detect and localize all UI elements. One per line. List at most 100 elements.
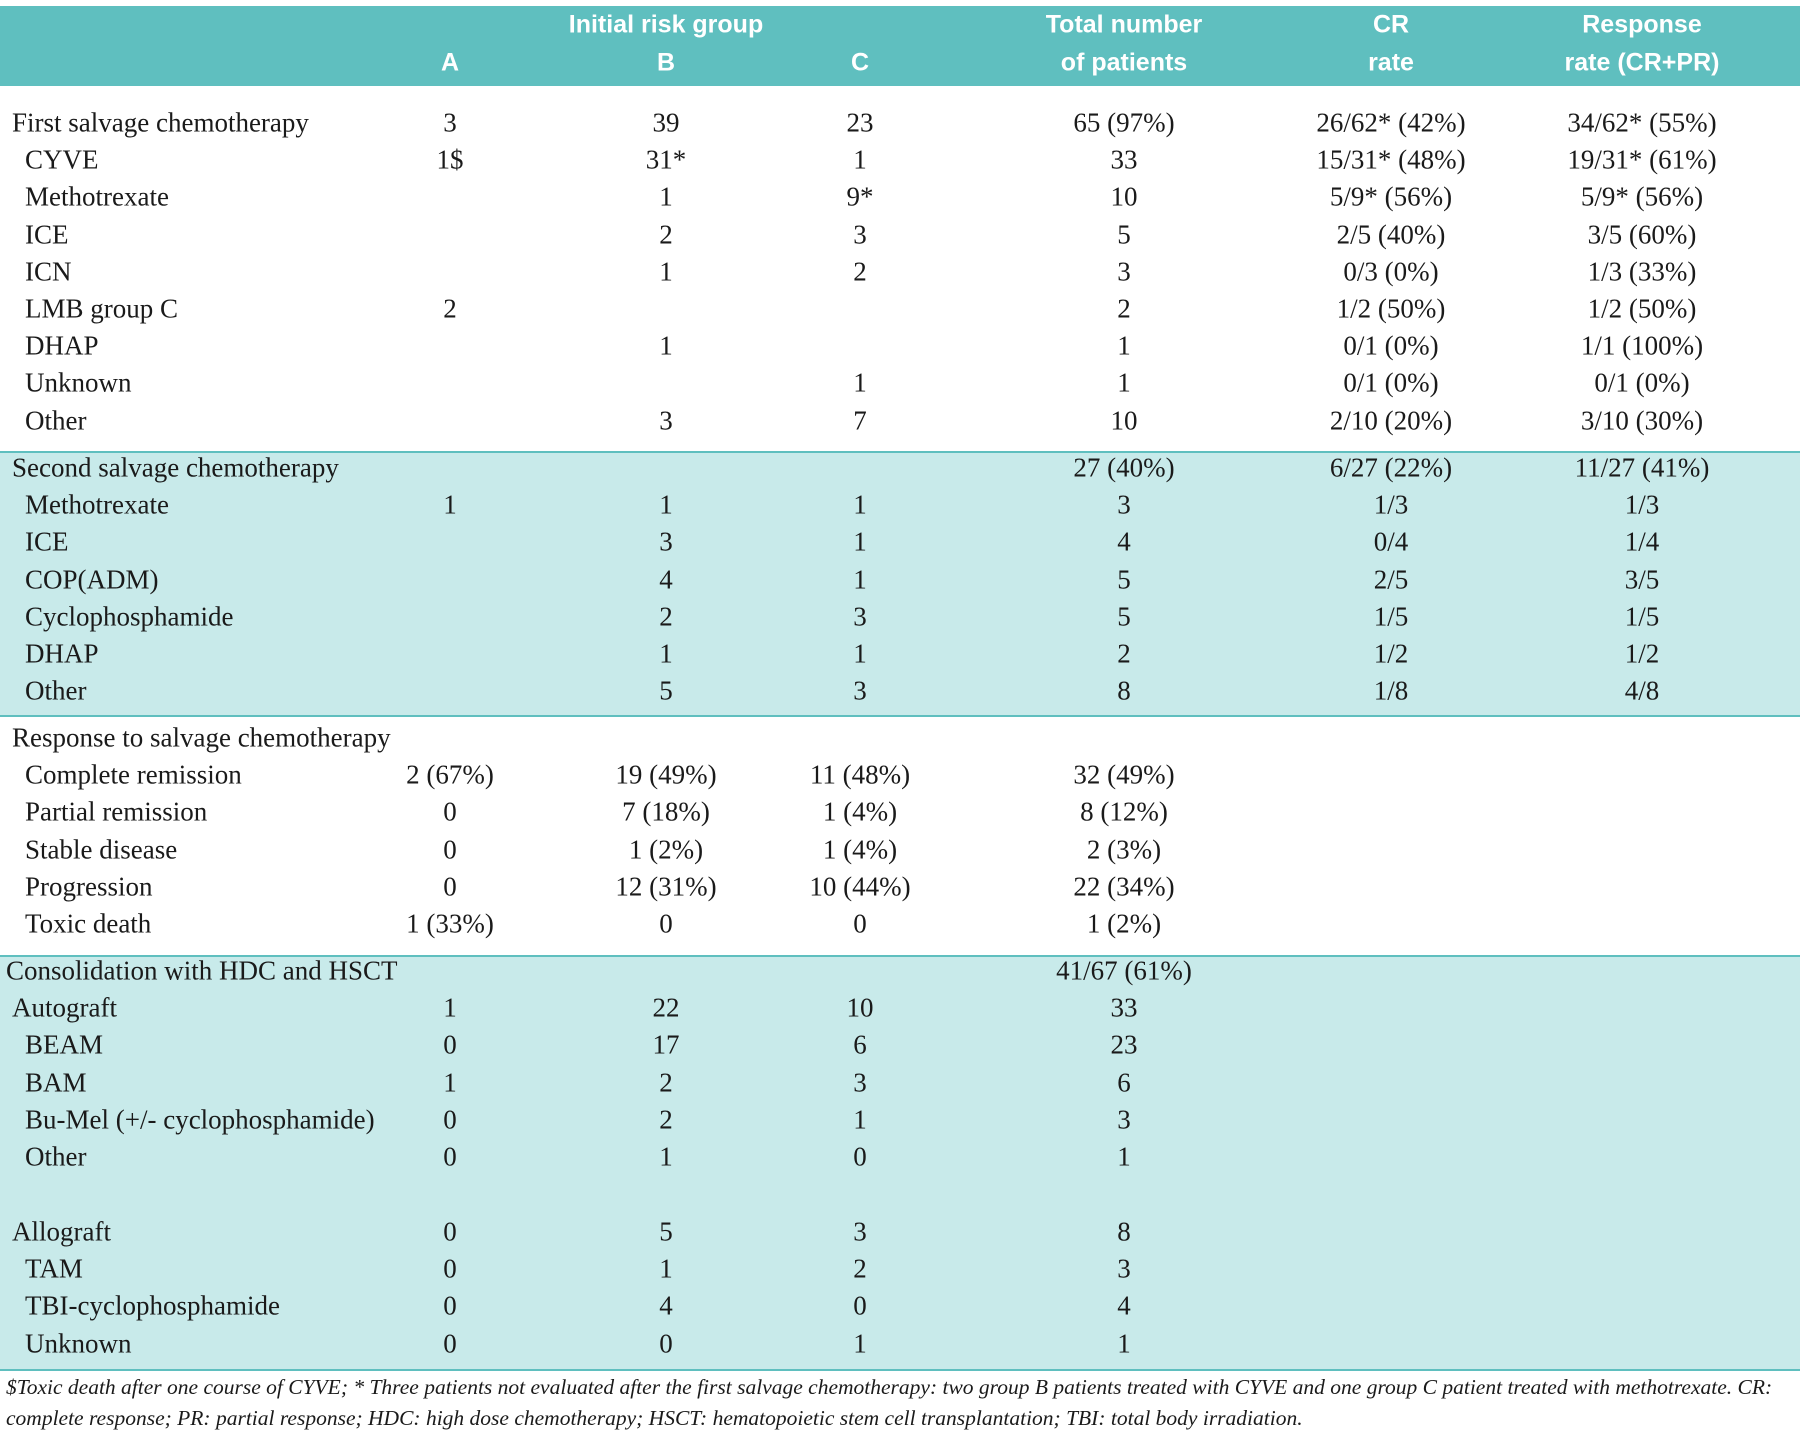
table-cell: 3 xyxy=(1117,256,1131,287)
table-cell: 6 xyxy=(853,1029,867,1060)
row-label: DHAP xyxy=(25,638,99,669)
table-cell: 15/31* (48%) xyxy=(1316,144,1466,175)
table-cell: 0 xyxy=(443,1104,457,1135)
row-label: ICN xyxy=(25,256,72,287)
table-cell: 1/2 xyxy=(1373,638,1409,669)
section-heading: Consolidation with HDC and HSCT xyxy=(6,955,398,986)
header-cell: rate (CR+PR) xyxy=(1564,48,1720,77)
header-group-label: Initial risk group xyxy=(568,10,764,39)
table-cell: 10 xyxy=(1110,181,1138,212)
table-cell: 2/5 (40%) xyxy=(1336,219,1446,250)
row-label: Partial remission xyxy=(25,796,208,827)
table-cell: 1 xyxy=(853,526,867,557)
table-cell: 1 (33%) xyxy=(406,908,494,939)
table-cell: 8 xyxy=(1117,1216,1131,1247)
table-cell: 0/3 (0%) xyxy=(1343,256,1439,287)
section-heading: Response to salvage chemotherapy xyxy=(12,722,391,753)
table-cell: 1 xyxy=(1117,367,1131,398)
table-cell: 0 xyxy=(853,1290,867,1321)
table-cell: 1 xyxy=(659,1141,673,1172)
table-cell: 12 (31%) xyxy=(615,871,717,902)
section-heading: Second salvage chemotherapy xyxy=(12,452,339,483)
table-cell: 2 xyxy=(1117,293,1131,324)
table-cell: 26/62* (42%) xyxy=(1316,107,1466,138)
table-cell: 0 xyxy=(443,1328,457,1359)
row-label: Progression xyxy=(25,871,153,902)
table-cell: 3 xyxy=(853,219,867,250)
table-cell: 7 xyxy=(853,405,867,436)
table-cell: 22 (34%) xyxy=(1073,871,1175,902)
table-cell: 4 xyxy=(659,1290,673,1321)
table-cell: 1/3 xyxy=(1373,489,1409,520)
table-cell: 9* xyxy=(846,181,874,212)
table-cell: 11/27 (41%) xyxy=(1574,452,1710,483)
table-cell: 2/5 xyxy=(1373,564,1409,595)
row-label: DHAP xyxy=(25,330,99,361)
table-cell: 33 xyxy=(1110,144,1138,175)
table-cell: 5 xyxy=(659,675,673,706)
table-cell: 1 xyxy=(659,489,673,520)
row-label: Methotrexate xyxy=(25,489,169,520)
row-label: BEAM xyxy=(25,1029,104,1060)
table-cell: 2 xyxy=(659,219,673,250)
table-cell: 27 (40%) xyxy=(1073,452,1175,483)
table-cell: 0 xyxy=(443,1253,457,1284)
header-cell: A xyxy=(440,48,460,77)
footnote: $Toxic death after one course of CYVE; *… xyxy=(6,1375,1773,1430)
table-cell: 5/9* (56%) xyxy=(1580,181,1704,212)
table-cell: 1 xyxy=(853,1328,867,1359)
table-cell: 1 xyxy=(853,638,867,669)
table-cell: 0 xyxy=(853,908,867,939)
table-cell: 17 xyxy=(652,1029,680,1060)
table-cell: 0 xyxy=(443,871,457,902)
table-cell: 10 (44%) xyxy=(809,871,911,902)
table-cell: 31* xyxy=(645,144,687,175)
row-label: Other xyxy=(25,405,87,436)
table-cell: 2 xyxy=(659,601,673,632)
header-cell: of patients xyxy=(1060,48,1188,77)
table-cell: 3/10 (30%) xyxy=(1580,405,1704,436)
row-label: Stable disease xyxy=(25,834,178,865)
table-cell: 11 (48%) xyxy=(809,759,911,790)
table-cell: 0 xyxy=(443,1290,457,1321)
row-label: Other xyxy=(25,1141,87,1172)
table-cell: 1 xyxy=(853,367,867,398)
row-label: Allograft xyxy=(12,1216,111,1247)
table-cell: 0/1 (0%) xyxy=(1594,367,1690,398)
table-cell: 0 xyxy=(443,1029,457,1060)
table-cell: 1 xyxy=(443,992,457,1023)
table-cell: 1 (4%) xyxy=(822,834,898,865)
table-cell: 23 xyxy=(846,107,874,138)
table-cell: 5/9* (56%) xyxy=(1329,181,1453,212)
table-cell: 4 xyxy=(1117,1290,1131,1321)
table-cell: 22 xyxy=(652,992,680,1023)
section-band xyxy=(0,451,1800,717)
table-cell: 34/62* (55%) xyxy=(1567,107,1717,138)
table-cell: 3/5 (60%) xyxy=(1587,219,1697,250)
table-cell: 3 xyxy=(659,405,673,436)
table-cell: 3 xyxy=(1117,1253,1131,1284)
header-cell: CR xyxy=(1372,10,1410,39)
table-cell: 3 xyxy=(1117,489,1131,520)
table-cell: 0 xyxy=(443,796,457,827)
table-cell: 4 xyxy=(659,564,673,595)
row-label: Unknown xyxy=(25,367,132,398)
table-cell: 5 xyxy=(1117,219,1131,250)
table-cell: 3 xyxy=(443,107,457,138)
table-cell: 2 xyxy=(1117,638,1131,669)
header-cell: C xyxy=(850,48,870,77)
table-cell: 2/10 (20%) xyxy=(1329,405,1453,436)
table-cell: 2 xyxy=(853,1253,867,1284)
row-label: Toxic death xyxy=(25,908,152,939)
row-label: Unknown xyxy=(25,1328,132,1359)
table-cell: 1 (4%) xyxy=(822,796,898,827)
table-cell: 6/27 (22%) xyxy=(1329,452,1453,483)
table-cell: 2 xyxy=(853,256,867,287)
table-cell: 3 xyxy=(659,526,673,557)
table-cell: 39 xyxy=(652,107,680,138)
table-cell: 10 xyxy=(846,992,874,1023)
header-cell: rate xyxy=(1368,48,1414,77)
row-label: Methotrexate xyxy=(25,181,169,212)
table-cell: 1/1 (100%) xyxy=(1580,330,1704,361)
